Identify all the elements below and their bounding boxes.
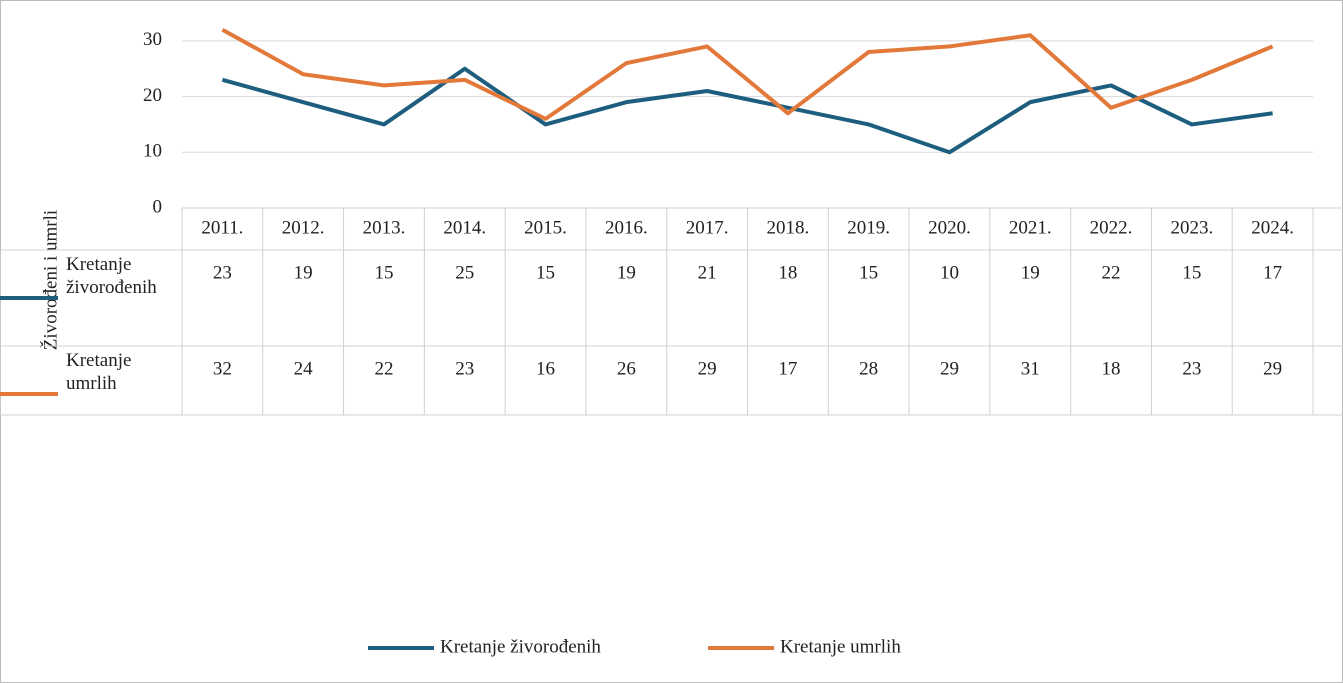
x-tick-label: 2014. (443, 217, 486, 238)
x-tick-label: 2020. (928, 217, 971, 238)
row-label: Kretanje umrlih (66, 350, 132, 394)
table-value: 22 (374, 358, 393, 379)
y-tick-label: 30 (143, 29, 162, 50)
y-tick-label: 20 (143, 85, 162, 106)
table-value: 18 (778, 262, 797, 283)
series-line (221, 27, 1274, 121)
x-tick-label: 2024. (1251, 217, 1294, 238)
table-value: 21 (698, 262, 717, 283)
table-value: 10 (940, 262, 959, 283)
legend-label: Kretanje živorođenih (440, 636, 601, 657)
table-value: 31 (1021, 358, 1040, 379)
y-tick-label: 10 (143, 141, 162, 162)
table-value: 29 (1263, 358, 1282, 379)
table-value: 15 (1182, 262, 1201, 283)
table-value: 17 (1263, 262, 1282, 283)
table-value: 16 (536, 358, 555, 379)
x-tick-label: 2022. (1090, 217, 1133, 238)
table-value: 17 (778, 358, 797, 379)
x-tick-label: 2013. (363, 217, 406, 238)
table-value: 15 (859, 262, 878, 283)
table-value: 23 (1182, 358, 1201, 379)
table-value: 19 (294, 262, 313, 283)
y-axis-label: Živorođeni i umrli (39, 210, 61, 350)
x-tick-label: 2015. (524, 217, 567, 238)
legend-label: Kretanje umrlih (780, 636, 901, 657)
table-value: 22 (1102, 262, 1121, 283)
table-value: 29 (940, 358, 959, 379)
table-value: 26 (617, 358, 636, 379)
x-tick-label: 2021. (1009, 217, 1052, 238)
table-value: 19 (1021, 262, 1040, 283)
x-tick-label: 2023. (1170, 217, 1213, 238)
series-line (221, 66, 1273, 155)
x-tick-label: 2019. (847, 217, 890, 238)
x-tick-label: 2017. (686, 217, 729, 238)
table-value: 25 (455, 262, 474, 283)
table-value: 28 (859, 358, 878, 379)
table-value: 29 (698, 358, 717, 379)
x-tick-label: 2012. (282, 217, 325, 238)
table-value: 15 (374, 262, 393, 283)
table-value: 19 (617, 262, 636, 283)
x-tick-label: 2018. (767, 217, 810, 238)
x-tick-label: 2011. (201, 217, 243, 238)
table-value: 23 (455, 358, 474, 379)
x-tick-label: 2016. (605, 217, 648, 238)
row-label: Kretanje živorođenih (66, 254, 157, 298)
table-value: 23 (213, 262, 232, 283)
table-value: 24 (294, 358, 314, 379)
y-tick-label: 0 (153, 196, 163, 217)
table-value: 15 (536, 262, 555, 283)
table-value: 18 (1102, 358, 1121, 379)
table-value: 32 (213, 358, 232, 379)
